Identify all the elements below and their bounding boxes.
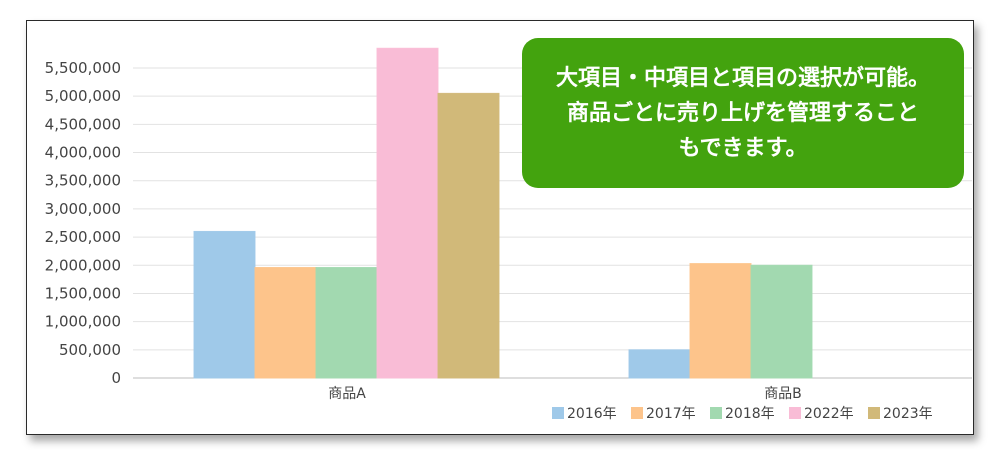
- y-tick-label: 1,500,000: [45, 284, 121, 302]
- legend-swatch: [552, 407, 564, 419]
- bars: [193, 47, 813, 379]
- y-tick-label: 4,000,000: [45, 144, 121, 162]
- y-tick-label: 3,500,000: [45, 172, 121, 190]
- bar: [437, 92, 500, 379]
- y-tick-label: 3,000,000: [45, 200, 121, 218]
- legend-label: 2017年: [646, 406, 696, 422]
- feature-callout: 大項目・中項目と項目の選択が可能。 商品ごとに売り上げを管理すること もできます…: [522, 38, 964, 188]
- bar: [628, 349, 691, 379]
- legend-label: 2016年: [567, 406, 617, 422]
- legend-swatch: [631, 407, 643, 419]
- callout-line: もできます。: [678, 135, 808, 161]
- y-tick-label: 0: [111, 369, 121, 387]
- x-tick-label: 商品B: [764, 386, 802, 402]
- y-tick-label: 4,500,000: [45, 115, 121, 133]
- bar: [193, 230, 256, 379]
- y-tick-label: 2,000,000: [45, 256, 121, 274]
- bar: [254, 267, 317, 379]
- y-tick-label: 2,500,000: [45, 228, 121, 246]
- bar: [376, 47, 439, 379]
- y-tick-label: 1,000,000: [45, 313, 121, 331]
- callout-line: 商品ごとに売り上げを管理すること: [566, 100, 919, 126]
- legend: 2016年 2017年 2018年 2022年 2023年: [552, 406, 933, 422]
- legend-label: 2023年: [883, 406, 933, 422]
- y-tick-label: 5,500,000: [45, 59, 121, 77]
- legend-label: 2018年: [725, 406, 775, 422]
- legend-swatch: [710, 407, 722, 419]
- bar: [689, 263, 752, 379]
- bar: [750, 264, 813, 379]
- y-axis: 0 500,000 1,000,000 1,500,000 2,000,000 2,500…: [45, 59, 121, 387]
- y-tick-label: 500,000: [59, 341, 121, 359]
- x-axis: 商品A 商品B: [328, 386, 802, 402]
- legend-swatch: [789, 407, 801, 419]
- legend-label: 2022年: [804, 406, 854, 422]
- legend-swatch: [868, 407, 880, 419]
- bar: [315, 267, 378, 379]
- y-tick-label: 5,000,000: [45, 87, 121, 105]
- x-tick-label: 商品A: [328, 386, 366, 402]
- callout-line: 大項目・中項目と項目の選択が可能。: [555, 65, 930, 91]
